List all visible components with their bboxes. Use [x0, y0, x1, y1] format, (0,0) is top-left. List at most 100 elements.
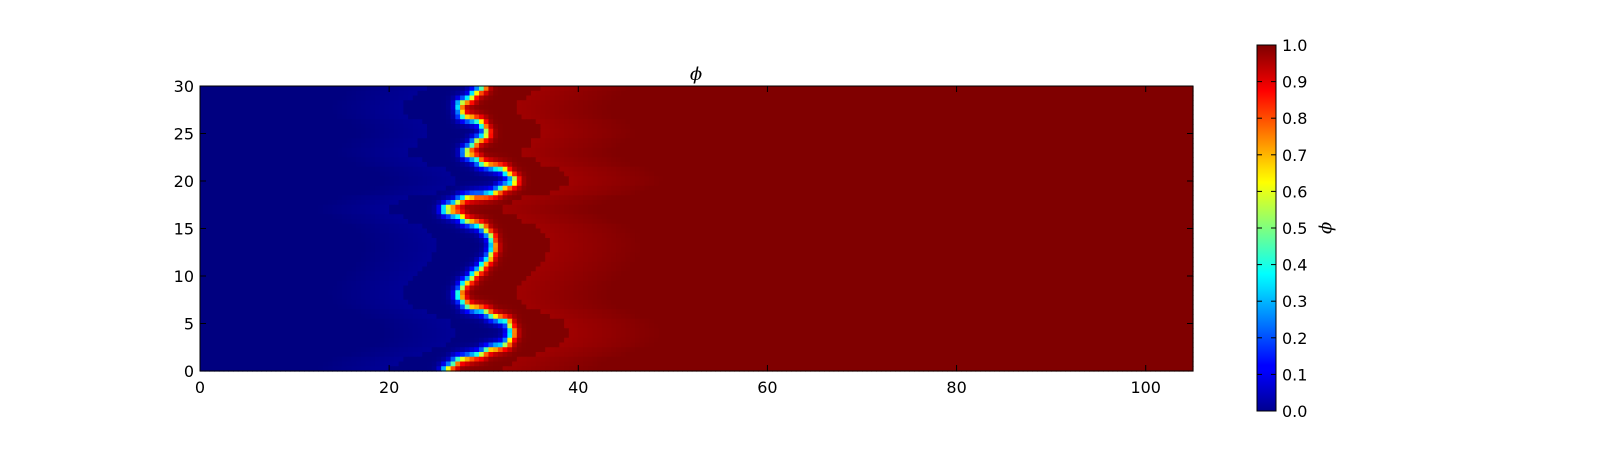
heatmap-cell [975, 86, 981, 92]
heatmap-cell [980, 95, 986, 101]
heatmap-cell [710, 147, 717, 154]
heatmap-cell [880, 100, 887, 106]
heatmap-cell [412, 105, 419, 111]
heatmap-cell [587, 128, 594, 135]
heatmap-cell [994, 181, 1000, 187]
heatmap-cell [809, 100, 816, 106]
heatmap-cell [403, 185, 409, 192]
heatmap-cell [852, 124, 858, 130]
heatmap-cell [374, 166, 381, 173]
heatmap-cell [672, 190, 679, 196]
heatmap-cell [1155, 185, 1161, 192]
heatmap-cell [1136, 114, 1142, 120]
heatmap-cell [474, 143, 480, 149]
heatmap-cell [833, 86, 839, 92]
heatmap-cell [852, 133, 858, 139]
heatmap-cell [478, 95, 485, 101]
heatmap-cell [1122, 86, 1128, 92]
heatmap-cell [564, 181, 570, 187]
heatmap-cell [862, 90, 868, 97]
heatmap-cell [705, 143, 712, 149]
heatmap-cell [568, 124, 575, 130]
heatmap-cell [620, 138, 627, 144]
heatmap-cell [1008, 162, 1014, 168]
heatmap-cell [1065, 86, 1071, 92]
heatmap-cell [611, 109, 617, 116]
heatmap-cell [1041, 124, 1048, 130]
heatmap-cell [261, 162, 267, 168]
heatmap-cell [1018, 190, 1024, 196]
heatmap-cell [351, 181, 357, 187]
heatmap-cell [531, 86, 537, 92]
heatmap-cell [304, 162, 310, 168]
heatmap-cell [620, 133, 627, 139]
heatmap-cell [1065, 95, 1071, 101]
heatmap-cell [545, 171, 551, 177]
heatmap-cell [1169, 171, 1175, 177]
heatmap-cell [531, 162, 537, 168]
heatmap-cell [1188, 162, 1194, 168]
heatmap-cell [937, 124, 943, 130]
heatmap-cell [852, 176, 858, 182]
heatmap-cell [653, 176, 660, 182]
heatmap-cell [573, 195, 579, 201]
heatmap-cell [337, 109, 343, 116]
heatmap-cell [1084, 185, 1090, 192]
heatmap-cell [885, 143, 891, 149]
heatmap-cell [909, 109, 915, 116]
heatmap-cell [805, 119, 811, 125]
heatmap-cell [843, 143, 849, 149]
heatmap-cell [890, 90, 896, 97]
heatmap-cell [1079, 90, 1085, 97]
heatmap-cell [710, 185, 717, 192]
heatmap-cell [431, 143, 438, 149]
heatmap-cell [370, 133, 376, 139]
heatmap-cell [762, 185, 769, 192]
heatmap-cell [200, 162, 206, 168]
heatmap-cell [1117, 105, 1123, 111]
heatmap-cell [611, 105, 617, 111]
heatmap-cell [601, 176, 608, 182]
heatmap-cell [772, 147, 778, 154]
heatmap-cell [592, 143, 598, 149]
heatmap-cell [984, 114, 991, 120]
heatmap-cell [497, 162, 504, 168]
heatmap-cell [1164, 157, 1170, 163]
heatmap-cell [1065, 181, 1071, 187]
heatmap-cell [1183, 100, 1189, 106]
heatmap-cell [781, 166, 787, 173]
heatmap-cell [1070, 166, 1076, 173]
heatmap-cell [374, 147, 381, 154]
heatmap-cell [1103, 143, 1109, 149]
heatmap-cell [507, 95, 513, 101]
heatmap-cell [1103, 185, 1109, 192]
heatmap-cell [1079, 86, 1085, 92]
heatmap-cell [322, 124, 329, 130]
heatmap-cell [966, 95, 972, 101]
heatmap-cell [838, 181, 844, 187]
heatmap-cell [493, 166, 499, 173]
heatmap-cell [1093, 157, 1100, 163]
heatmap-cell [1155, 171, 1161, 177]
heatmap-cell [493, 105, 499, 111]
heatmap-cell [843, 190, 849, 196]
heatmap-cell [1008, 176, 1014, 182]
heatmap-cell [412, 133, 419, 139]
heatmap-cell [762, 128, 769, 135]
heatmap-cell [223, 109, 229, 116]
heatmap-cell [899, 128, 906, 135]
heatmap-cell [918, 162, 925, 168]
heatmap-cell [327, 105, 333, 111]
heatmap-cell [393, 143, 400, 149]
heatmap-cell [1103, 128, 1109, 135]
heatmap-cell [1136, 138, 1142, 144]
heatmap-cell [578, 114, 584, 120]
heatmap-cell [587, 147, 594, 154]
heatmap-cell [734, 109, 740, 116]
heatmap-cell [876, 190, 882, 196]
heatmap-cell [493, 195, 499, 201]
heatmap-cell [975, 138, 981, 144]
heatmap-cell [512, 195, 518, 201]
heatmap-cell [1145, 114, 1152, 120]
heatmap-cell [493, 176, 499, 182]
